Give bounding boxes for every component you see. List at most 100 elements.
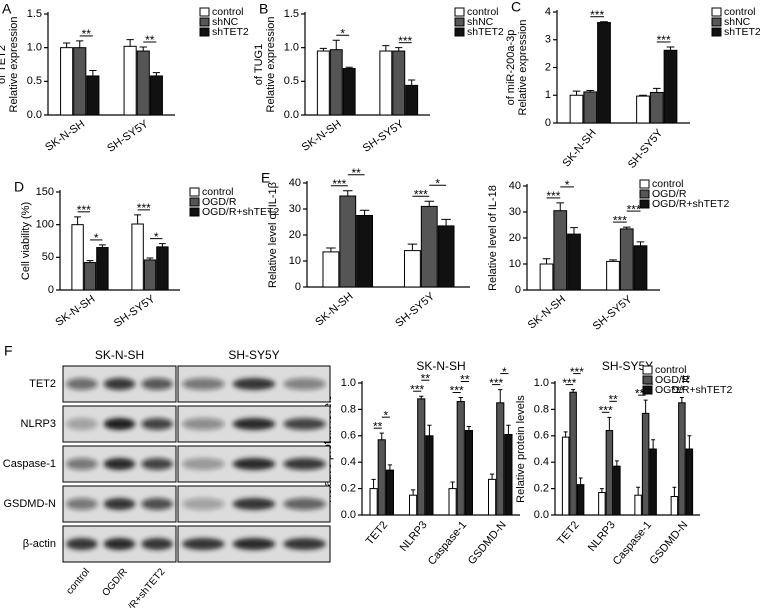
legend-swatch — [454, 17, 465, 27]
y-tick-label: 0.0 — [534, 509, 549, 521]
significance-label: *** — [627, 202, 641, 216]
significance-label: ** — [460, 373, 470, 387]
blot-band — [182, 498, 225, 510]
blot-row-label: GSDMD-N — [3, 498, 56, 510]
y-axis-label: Relative level of IL-1β — [267, 182, 279, 288]
y-tick-label: 10 — [289, 255, 301, 267]
significance-label: ** — [351, 166, 361, 180]
legend-label: control — [467, 6, 499, 18]
error-bar — [332, 39, 340, 50]
significance-label: *** — [546, 189, 560, 203]
legend-swatch — [711, 27, 722, 37]
bar — [464, 430, 473, 516]
x-tick-label: SH-SY5Y — [112, 293, 158, 330]
error-bar — [407, 243, 418, 251]
blot-band — [283, 418, 326, 430]
y-tick-label: 10 — [509, 258, 521, 270]
bar — [149, 75, 163, 116]
error-bar — [326, 247, 336, 252]
x-tick-label: GSDMD-N — [647, 519, 690, 567]
error-bar — [424, 200, 435, 207]
y-axis-label: Cell viability (%) — [20, 202, 32, 280]
blot-band — [103, 538, 136, 550]
y-tick-label: 1.0 — [27, 42, 42, 54]
blot-band — [66, 538, 98, 550]
error-bar — [126, 39, 134, 47]
error-bar — [563, 431, 568, 438]
legend-label: shNC — [724, 16, 751, 28]
y-tick-label: 100 — [36, 219, 54, 231]
significance-label: *** — [562, 376, 576, 390]
error-bar — [450, 481, 455, 489]
bar — [504, 433, 513, 516]
x-tick-label: Caspase-1 — [426, 519, 469, 567]
y-tick-label: 150 — [36, 186, 54, 198]
legend-swatch — [711, 17, 722, 27]
error-bar — [74, 216, 82, 225]
blot-band — [66, 418, 98, 430]
error-bar — [427, 424, 432, 436]
y-tick-label: 0 — [515, 284, 521, 296]
significance-label: *** — [657, 33, 671, 47]
x-tick-label: SK-N-SH — [313, 290, 355, 328]
significance-label: *** — [77, 203, 91, 217]
y-tick-label: 1.5 — [284, 8, 299, 20]
error-bar — [666, 46, 675, 51]
legend-label: OGD/R — [652, 188, 687, 200]
blot-band — [141, 378, 173, 390]
bar — [369, 488, 378, 516]
bar — [576, 484, 585, 516]
significance-label: ** — [373, 419, 383, 433]
bar — [136, 50, 150, 116]
significance-label: ** — [145, 33, 155, 47]
bar — [561, 436, 570, 516]
x-tick-label: NLRP3 — [586, 519, 618, 554]
y-tick-label: 30 — [289, 203, 301, 215]
y-tick-label: 0.4 — [341, 456, 356, 468]
error-bar — [458, 397, 463, 402]
blot-band — [232, 378, 276, 390]
bar — [553, 210, 568, 291]
bar — [322, 251, 340, 288]
x-tick-label: SH-SY5Y — [105, 118, 151, 155]
x-tick-label: SK-N-SH — [53, 293, 97, 329]
error-bar — [408, 79, 416, 86]
legend-label: shTET2 — [212, 26, 249, 38]
x-tick-label: SK-N-SH — [561, 127, 599, 169]
y-axis-label: Relative expression — [265, 17, 277, 113]
error-bar — [572, 90, 581, 96]
significance-label: ** — [681, 373, 691, 387]
bar — [356, 215, 374, 288]
error-bar — [614, 460, 619, 467]
error-bar — [410, 489, 416, 496]
legend-label: control — [652, 178, 684, 190]
bar — [342, 68, 356, 116]
blot-band — [103, 498, 136, 510]
error-bar — [687, 435, 692, 449]
significance-label: ** — [608, 392, 618, 406]
y-axis-label: Relative expression — [517, 20, 529, 116]
bar — [456, 400, 465, 516]
x-tick-label: SH-SY5Y — [626, 127, 666, 171]
bar — [636, 95, 650, 124]
significance-label: *** — [570, 365, 584, 379]
x-tick-label: TET2 — [364, 519, 390, 547]
legend-swatch — [639, 199, 650, 209]
legend-label: shTET2 — [724, 26, 760, 38]
bar — [649, 448, 657, 516]
error-bar — [89, 70, 97, 76]
legend-label: control — [202, 186, 234, 198]
x-tick-label: SH-SY5Y — [591, 293, 635, 333]
bar — [156, 246, 169, 291]
blot-band — [141, 498, 173, 510]
legend-swatch — [711, 7, 722, 17]
legend-swatch — [642, 385, 653, 395]
error-bar — [636, 241, 645, 246]
y-tick-label: 0 — [48, 284, 54, 296]
legend-label: shTET2 — [467, 26, 504, 38]
bar — [567, 233, 581, 291]
blot-band — [141, 538, 173, 550]
legend-swatch — [642, 365, 653, 375]
bar — [633, 245, 648, 291]
bar — [425, 435, 434, 516]
